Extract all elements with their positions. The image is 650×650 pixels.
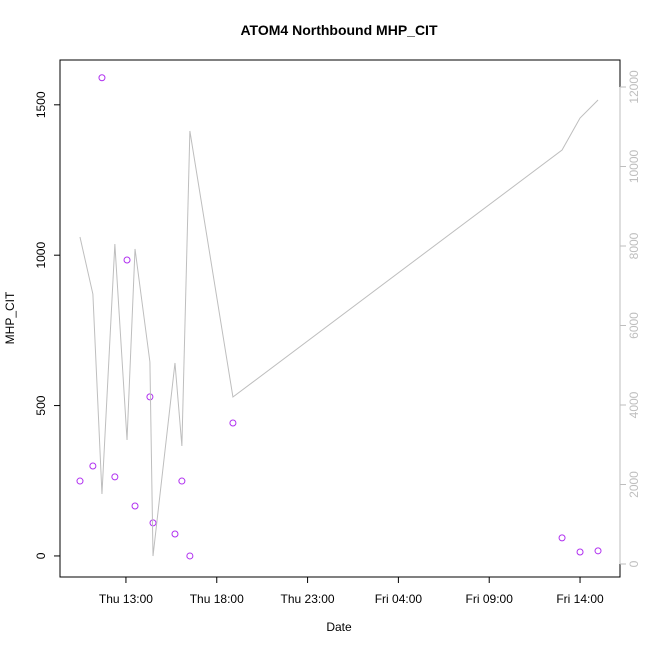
- data-point: [186, 552, 194, 560]
- data-point: [558, 534, 566, 542]
- data-point: [76, 477, 84, 485]
- y-tick-label: 500: [34, 395, 48, 415]
- data-point: [576, 548, 584, 556]
- data-point: [229, 419, 237, 427]
- chart-title: ATOM4 Northbound MHP_CIT: [240, 22, 437, 38]
- data-point: [178, 477, 186, 485]
- y-tick-label: 1000: [34, 242, 48, 269]
- data-point: [123, 256, 131, 264]
- data-point: [111, 473, 119, 481]
- y2-tick-label: 12000: [627, 70, 641, 104]
- y-tick-label: 1500: [34, 91, 48, 118]
- data-point: [98, 74, 106, 82]
- data-point: [171, 530, 179, 538]
- y2-tick-label: 4000: [627, 391, 641, 418]
- data-line: [79, 99, 599, 557]
- data-point: [131, 502, 139, 510]
- y-tick-label: 0: [34, 552, 48, 559]
- x-axis-label: Date: [326, 620, 352, 634]
- y2-tick-label: 10000: [627, 149, 641, 183]
- data-point: [89, 462, 97, 470]
- x-tick-label: Fri 04:00: [375, 592, 423, 606]
- y-axis-label: MHP_CIT: [3, 291, 17, 344]
- x-tick-label: Thu 18:00: [190, 592, 244, 606]
- data-point: [594, 547, 602, 555]
- y2-tick-label: 2000: [627, 471, 641, 498]
- x-tick-label: Fri 09:00: [466, 592, 514, 606]
- x-tick-label: Thu 13:00: [99, 592, 153, 606]
- y2-tick-label: 8000: [627, 232, 641, 259]
- data-point: [146, 393, 154, 401]
- y2-tick-label: 6000: [627, 312, 641, 339]
- x-tick-label: Fri 14:00: [556, 592, 604, 606]
- y2-tick-label: 0: [627, 560, 641, 567]
- x-tick-label: Thu 23:00: [281, 592, 335, 606]
